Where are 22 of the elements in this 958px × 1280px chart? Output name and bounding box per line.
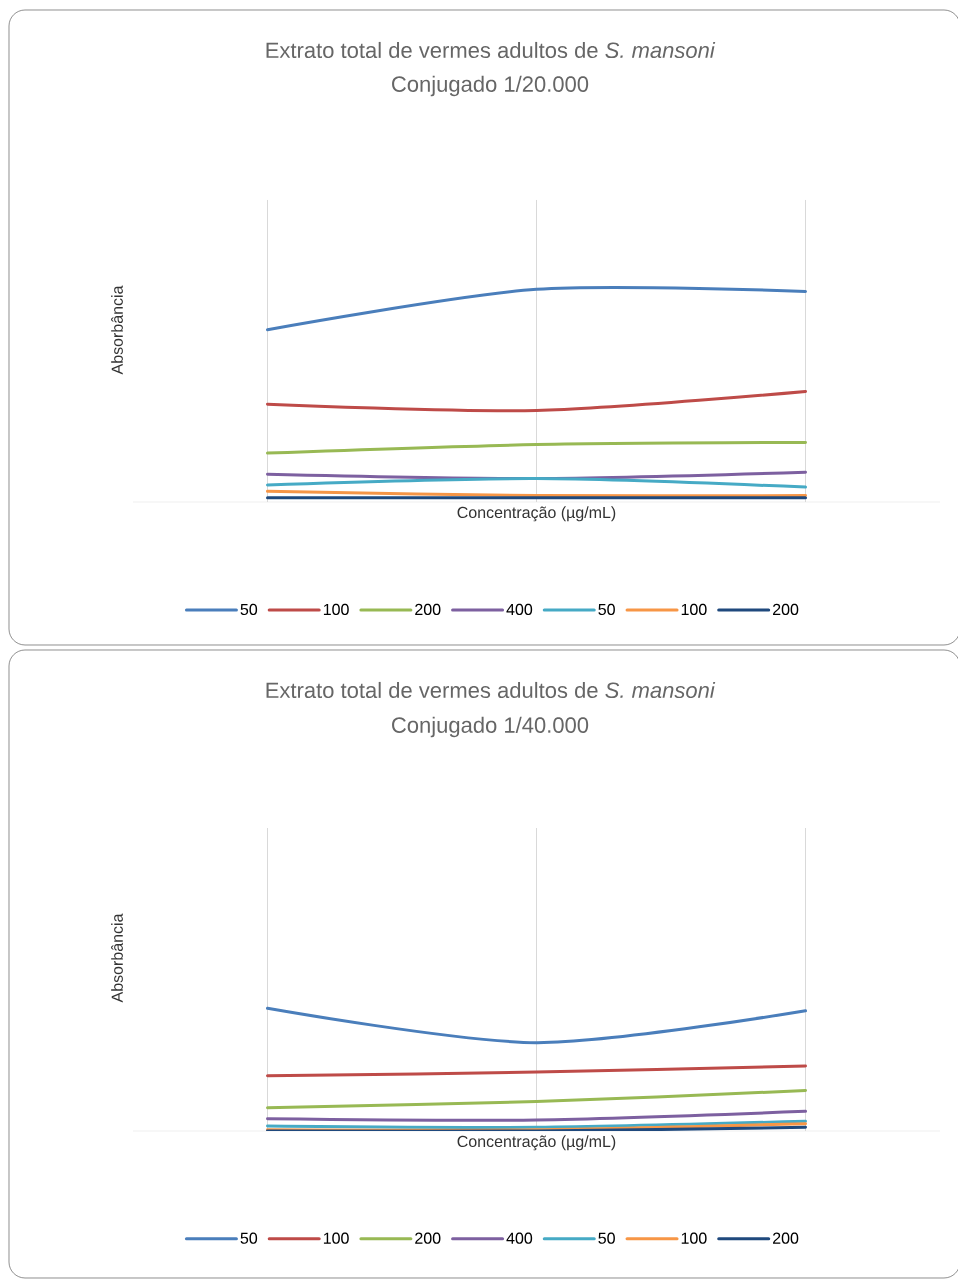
legend-label: 100 — [681, 603, 707, 616]
y-axis-title: Absorbância — [111, 285, 123, 375]
legend-label: 200 — [773, 1232, 799, 1244]
x-axis-title: Concentração (µg/mL) — [457, 506, 616, 522]
y-axis-title: Absorbância — [111, 913, 123, 1003]
legend-label: 50 — [240, 1232, 258, 1244]
chart-subtitle: Conjugado 1/20.000 — [392, 75, 589, 97]
x-axis-title: Concentração (µg/mL) — [457, 1135, 616, 1151]
chart-title: Extrato total de vermes adultos de S. mansoni — [266, 41, 716, 59]
legend-label: 400 — [506, 603, 533, 616]
legend-label: 100 — [323, 1232, 349, 1244]
chart-subtitle: Conjugado 1/40.000 — [392, 716, 589, 738]
legend-label: 400 — [506, 1232, 533, 1244]
legend-label: 100 — [323, 603, 349, 616]
legend-label: 100 — [681, 1232, 707, 1244]
legend-label: 200 — [415, 1232, 441, 1244]
legend-label: 50 — [240, 603, 258, 616]
legend-label: 200 — [415, 603, 441, 616]
legend-label: 200 — [773, 603, 799, 616]
chart-title: Extrato total de vermes adultos de S. mansoni — [266, 681, 716, 699]
legend-label: 50 — [598, 1232, 615, 1244]
legend-label: 50 — [598, 603, 615, 616]
